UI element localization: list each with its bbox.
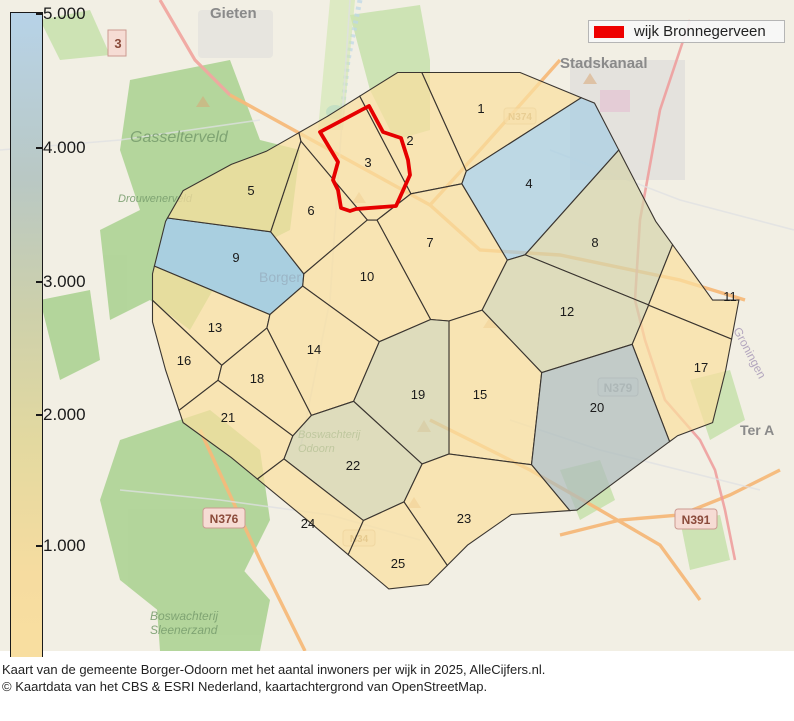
svg-text:25: 25 <box>391 556 405 571</box>
svg-text:13: 13 <box>208 320 222 335</box>
svg-text:19: 19 <box>411 387 425 402</box>
svg-text:1: 1 <box>477 101 484 116</box>
svg-text:20: 20 <box>590 400 604 415</box>
svg-text:5: 5 <box>247 183 254 198</box>
svg-text:6: 6 <box>307 203 314 218</box>
svg-text:16: 16 <box>177 353 191 368</box>
svg-text:8: 8 <box>591 235 598 250</box>
svg-text:15: 15 <box>473 387 487 402</box>
svg-text:14: 14 <box>307 342 321 357</box>
svg-text:2: 2 <box>406 133 413 148</box>
svg-text:24: 24 <box>301 516 315 531</box>
svg-text:11: 11 <box>723 289 737 304</box>
svg-text:12: 12 <box>560 304 574 319</box>
svg-text:18: 18 <box>250 371 264 386</box>
svg-text:10: 10 <box>360 269 374 284</box>
svg-text:7: 7 <box>426 235 433 250</box>
svg-text:Borger: Borger <box>259 269 301 285</box>
svg-text:4: 4 <box>525 176 532 191</box>
svg-text:3: 3 <box>364 155 371 170</box>
svg-text:22: 22 <box>346 458 360 473</box>
svg-text:17: 17 <box>694 360 708 375</box>
svg-text:9: 9 <box>232 250 239 265</box>
svg-text:21: 21 <box>221 410 235 425</box>
svg-text:23: 23 <box>457 511 471 526</box>
